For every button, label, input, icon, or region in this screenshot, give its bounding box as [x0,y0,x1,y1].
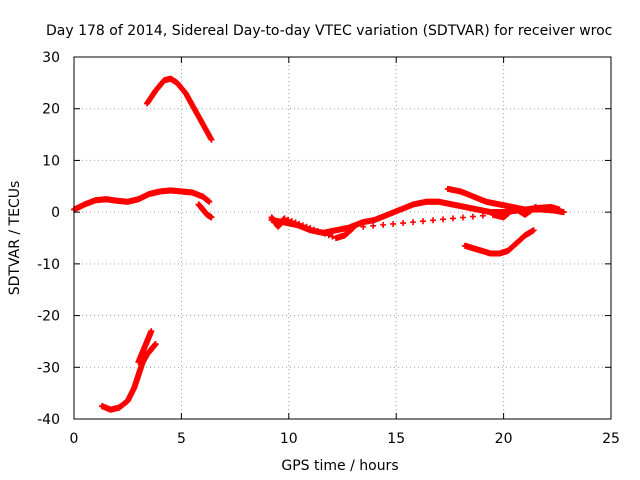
data-point [329,233,336,240]
chart-title: Day 178 of 2014, Sidereal Day-to-day VTE… [46,23,612,39]
x-tick-label: 10 [280,431,298,447]
data-point [420,218,427,225]
y-tick-label: 30 [42,50,60,66]
data-point [469,213,476,220]
data-point [314,227,321,234]
x-axis-label: GPS time / hours [281,458,398,474]
data-point [430,217,437,224]
data-point [307,225,314,232]
y-tick-label: -20 [37,309,60,325]
data-point [410,219,417,226]
x-tick-label: 5 [177,431,186,447]
data-series [71,75,567,413]
y-tick-label: -40 [37,412,60,428]
data-point [439,216,446,223]
data-point [350,224,357,231]
y-tick-label: 20 [42,102,60,118]
data-point [556,206,563,213]
x-tick-label: 0 [70,431,79,447]
data-point [390,220,397,227]
data-point [288,218,295,225]
data-point [325,232,332,239]
y-tick-label: 10 [42,153,60,169]
data-point [400,220,407,227]
data-point [206,198,213,205]
data-point [296,220,303,227]
data-point [459,214,466,221]
data-point [208,214,215,221]
data-point [310,226,317,233]
data-point [360,223,367,230]
data-point [285,216,292,223]
x-tick-label: 25 [602,431,620,447]
data-point [449,215,456,222]
grid-lines [74,57,611,419]
data-point [318,229,325,236]
series-arc-1 [71,187,213,213]
data-point [303,223,310,230]
data-point [281,215,288,222]
data-point [152,341,159,348]
data-point [530,227,537,234]
data-point [148,328,155,335]
series-arc-3-tail [135,328,155,366]
data-point [322,230,329,237]
data-point [560,209,567,216]
x-tick-label: 20 [495,431,513,447]
y-tick-label: 0 [51,205,60,221]
plot-frame [73,56,612,420]
y-tick-label: -30 [37,360,60,376]
series-arc-2 [144,75,215,143]
data-point [292,219,299,226]
data-point [380,221,387,228]
y-tick-label: -10 [37,257,60,273]
series-arc-1-tail [195,201,215,221]
series-arc-6 [461,227,537,257]
data-point [479,212,486,219]
data-point [299,222,306,229]
data-point [208,136,215,143]
y-axis-label: SDTVAR / TECUs [7,181,23,296]
axis-ticks: 0 5 10 15 20 25 30 20 10 0 -10 -20 -30 -40 [37,50,620,447]
data-point [370,222,377,229]
x-tick-label: 15 [387,431,405,447]
series-arc-5 [444,185,563,213]
series-arc-3 [98,341,159,413]
